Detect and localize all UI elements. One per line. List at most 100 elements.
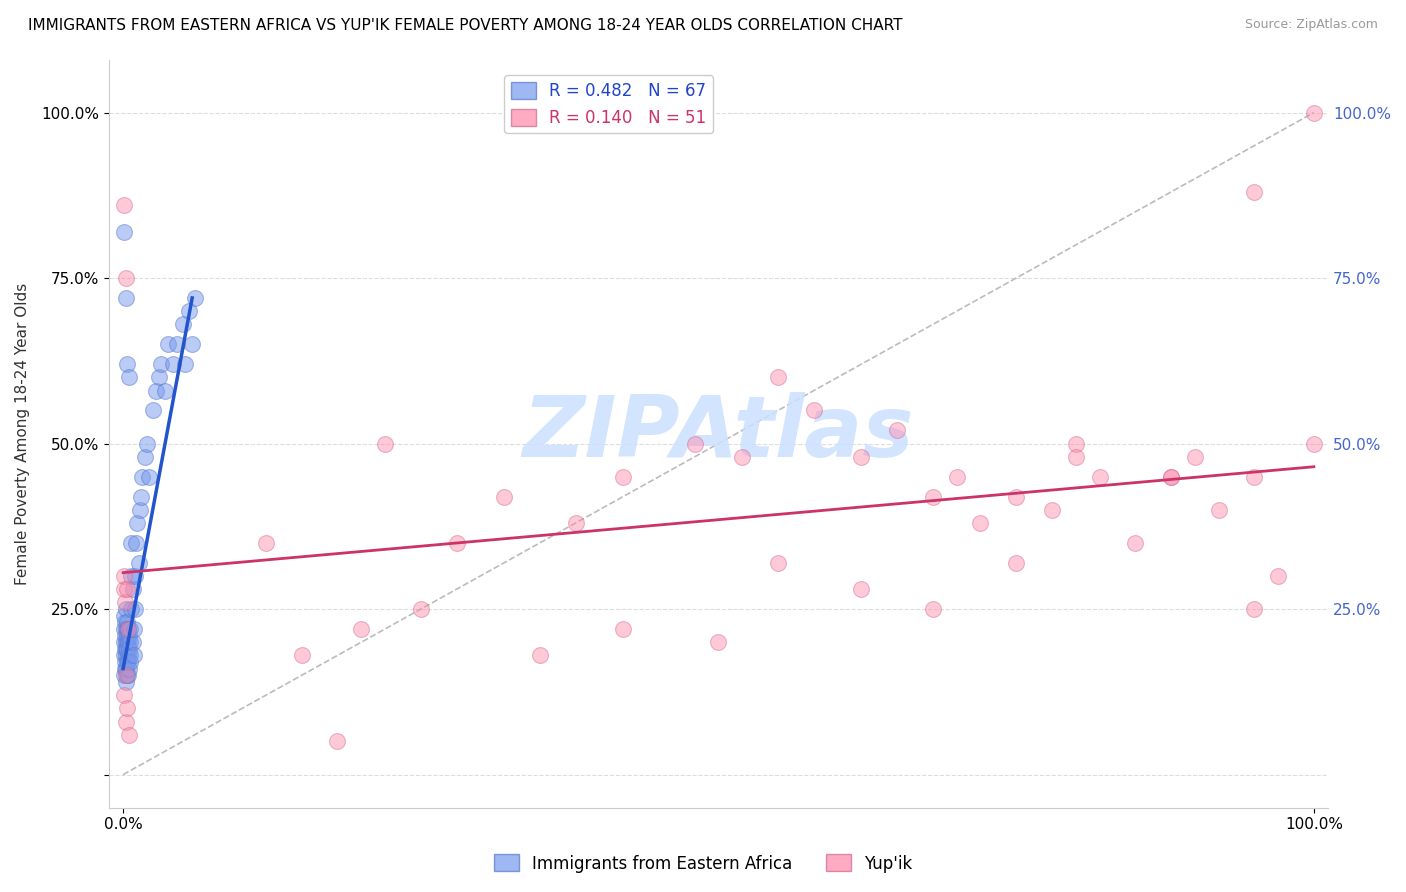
Point: [114, 641, 136, 656]
Point: [1160, 469, 1182, 483]
Point: [115, 641, 138, 656]
Point: [114, 622, 136, 636]
Point: [114, 291, 136, 305]
Point: [114, 271, 136, 285]
Point: [120, 536, 142, 550]
Point: [118, 641, 141, 656]
Point: [117, 622, 139, 636]
Point: [254, 536, 277, 550]
Point: [117, 641, 139, 656]
Point: [181, 337, 204, 351]
Point: [1040, 502, 1063, 516]
Point: [121, 635, 143, 649]
Point: [291, 648, 314, 663]
Point: [112, 198, 135, 212]
Point: [112, 569, 135, 583]
Point: [115, 622, 138, 636]
Point: [112, 648, 135, 663]
Point: [114, 662, 136, 676]
Point: [921, 602, 943, 616]
Point: [112, 688, 135, 702]
Point: [374, 436, 396, 450]
Point: [1267, 569, 1289, 583]
Text: ZIPAtlas: ZIPAtlas: [523, 392, 914, 475]
Point: [128, 556, 150, 570]
Point: [124, 602, 146, 616]
Point: [115, 635, 138, 649]
Point: [112, 635, 135, 649]
Text: Source: ZipAtlas.com: Source: ZipAtlas.com: [1244, 18, 1378, 31]
Point: [118, 648, 141, 663]
Point: [120, 622, 142, 636]
Point: [134, 450, 156, 464]
Point: [112, 608, 135, 623]
Point: [115, 668, 138, 682]
Point: [114, 674, 136, 689]
Point: [117, 655, 139, 669]
Point: [1208, 502, 1230, 516]
Point: [115, 662, 138, 676]
Point: [851, 582, 873, 597]
Point: [125, 536, 148, 550]
Point: [118, 629, 141, 643]
Point: [612, 622, 634, 636]
Point: [145, 384, 167, 398]
Point: [118, 728, 141, 742]
Point: [945, 469, 967, 483]
Point: [1160, 469, 1182, 483]
Y-axis label: Female Poverty Among 18-24 Year Olds: Female Poverty Among 18-24 Year Olds: [15, 283, 30, 585]
Point: [112, 225, 135, 239]
Point: [112, 622, 135, 636]
Point: [409, 602, 432, 616]
Point: [494, 490, 516, 504]
Point: [153, 384, 176, 398]
Point: [127, 516, 149, 530]
Point: [114, 714, 136, 729]
Point: [115, 655, 138, 669]
Point: [118, 370, 141, 384]
Point: [112, 668, 135, 682]
Point: [707, 635, 730, 649]
Point: [114, 648, 136, 663]
Point: [183, 291, 205, 305]
Point: [150, 357, 173, 371]
Point: [120, 655, 142, 669]
Point: [1064, 436, 1087, 450]
Point: [1184, 450, 1206, 464]
Point: [446, 536, 468, 550]
Text: IMMIGRANTS FROM EASTERN AFRICA VS YUP'IK FEMALE POVERTY AMONG 18-24 YEAR OLDS CO: IMMIGRANTS FROM EASTERN AFRICA VS YUP'IK…: [28, 18, 903, 33]
Point: [128, 502, 150, 516]
Point: [157, 337, 180, 351]
Point: [114, 615, 136, 630]
Point: [117, 622, 139, 636]
Point: [172, 318, 194, 332]
Point: [1243, 185, 1265, 199]
Point: [766, 556, 789, 570]
Point: [1088, 469, 1111, 483]
Point: [120, 635, 142, 649]
Point: [177, 304, 200, 318]
Point: [117, 629, 139, 643]
Point: [1302, 105, 1324, 120]
Point: [122, 622, 145, 636]
Point: [121, 582, 143, 597]
Point: [124, 569, 146, 583]
Point: [1005, 490, 1028, 504]
Point: [114, 635, 136, 649]
Point: [115, 602, 138, 616]
Point: [115, 701, 138, 715]
Point: [1005, 556, 1028, 570]
Point: [1064, 450, 1087, 464]
Point: [142, 403, 165, 417]
Point: [326, 734, 349, 748]
Point: [166, 337, 188, 351]
Point: [1243, 469, 1265, 483]
Point: [114, 629, 136, 643]
Point: [731, 450, 754, 464]
Point: [921, 490, 943, 504]
Point: [136, 436, 159, 450]
Point: [803, 403, 825, 417]
Point: [969, 516, 991, 530]
Point: [120, 569, 142, 583]
Point: [115, 615, 138, 630]
